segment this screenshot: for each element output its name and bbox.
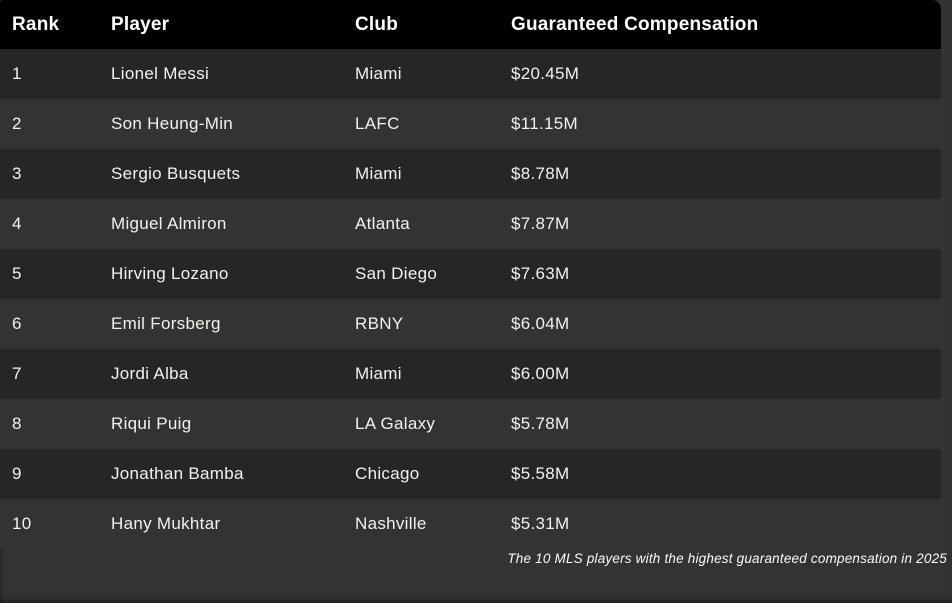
cell-player: Riqui Puig [111,414,192,433]
cell-club: Chicago [355,464,420,483]
cell-player: Miguel Almiron [111,214,227,233]
cell-compensation: $8.78M [511,164,570,183]
cell-rank: 8 [12,414,22,433]
header-cell-player: Player [111,13,170,35]
table-row: 2 Son Heung-Min LAFC $11.15M [0,99,941,149]
cell-compensation: $5.58M [511,464,570,483]
table-row: 8 Riqui Puig LA Galaxy $5.78M [0,399,941,449]
cell-rank: 1 [12,64,22,83]
table-body: 1 Lionel Messi Miami $20.45M 2 Son Heung-Min L… [0,49,941,549]
cell-rank: 5 [12,264,22,283]
cell-player: Emil Forsberg [111,314,221,333]
cell-player: Son Heung-Min [111,114,234,133]
table-row: 4 Miguel Almiron Atlanta $7.87M [0,199,941,249]
cell-club: LAFC [355,114,400,133]
cell-rank: 10 [12,514,32,533]
cell-club: Miami [355,364,402,383]
cell-player: Jonathan Bamba [111,464,244,483]
cell-rank: 7 [12,364,22,383]
cell-compensation: $20.45M [511,64,580,83]
table-row: 9 Jonathan Bamba Chicago $5.58M [0,449,941,499]
cell-player: Hany Mukhtar [111,514,221,533]
cell-compensation: $6.00M [511,364,570,383]
table-row: 5 Hirving Lozano San Diego $7.63M [0,249,941,299]
header-cell-club: Club [355,13,399,35]
cell-club: San Diego [355,264,438,283]
cell-rank: 9 [12,464,22,483]
cell-compensation: $7.87M [511,214,570,233]
table-row: 1 Lionel Messi Miami $20.45M [0,49,941,99]
cell-compensation: $11.15M [511,114,578,133]
cell-club: LA Galaxy [355,414,436,433]
header-cell-compensation: Guaranteed Compensation [511,13,759,35]
cell-club: Nashville [355,514,427,533]
table-row: 6 Emil Forsberg RBNY $6.04M [0,299,941,349]
table-header-row: Rank Player Club Guaranteed Compensation [0,0,941,49]
cell-compensation: $5.78M [511,414,570,433]
cell-compensation: $6.04M [511,314,570,333]
table-row: 3 Sergio Busquets Miami $8.78M [0,149,941,199]
cell-rank: 4 [12,214,22,233]
cell-club: Miami [355,64,402,83]
table-row: 10 Hany Mukhtar Nashville $5.31M [0,499,941,549]
cell-club: RBNY [355,314,404,333]
compensation-table: Rank Player Club Guaranteed Compensation… [0,0,941,549]
cell-rank: 6 [12,314,22,333]
table-row: 7 Jordi Alba Miami $6.00M [0,349,941,399]
cell-rank: 2 [12,114,22,133]
table-caption: The 10 MLS players with the highest guar… [507,551,947,566]
cell-club: Miami [355,164,402,183]
cell-rank: 3 [12,164,22,183]
cell-compensation: $7.63M [511,264,570,283]
cell-club: Atlanta [355,214,411,233]
cell-player: Jordi Alba [111,364,189,383]
cell-player: Hirving Lozano [111,264,229,283]
cell-player: Lionel Messi [111,64,210,83]
cell-compensation: $5.31M [511,514,570,533]
cell-player: Sergio Busquets [111,164,241,183]
header-cell-rank: Rank [12,13,60,35]
